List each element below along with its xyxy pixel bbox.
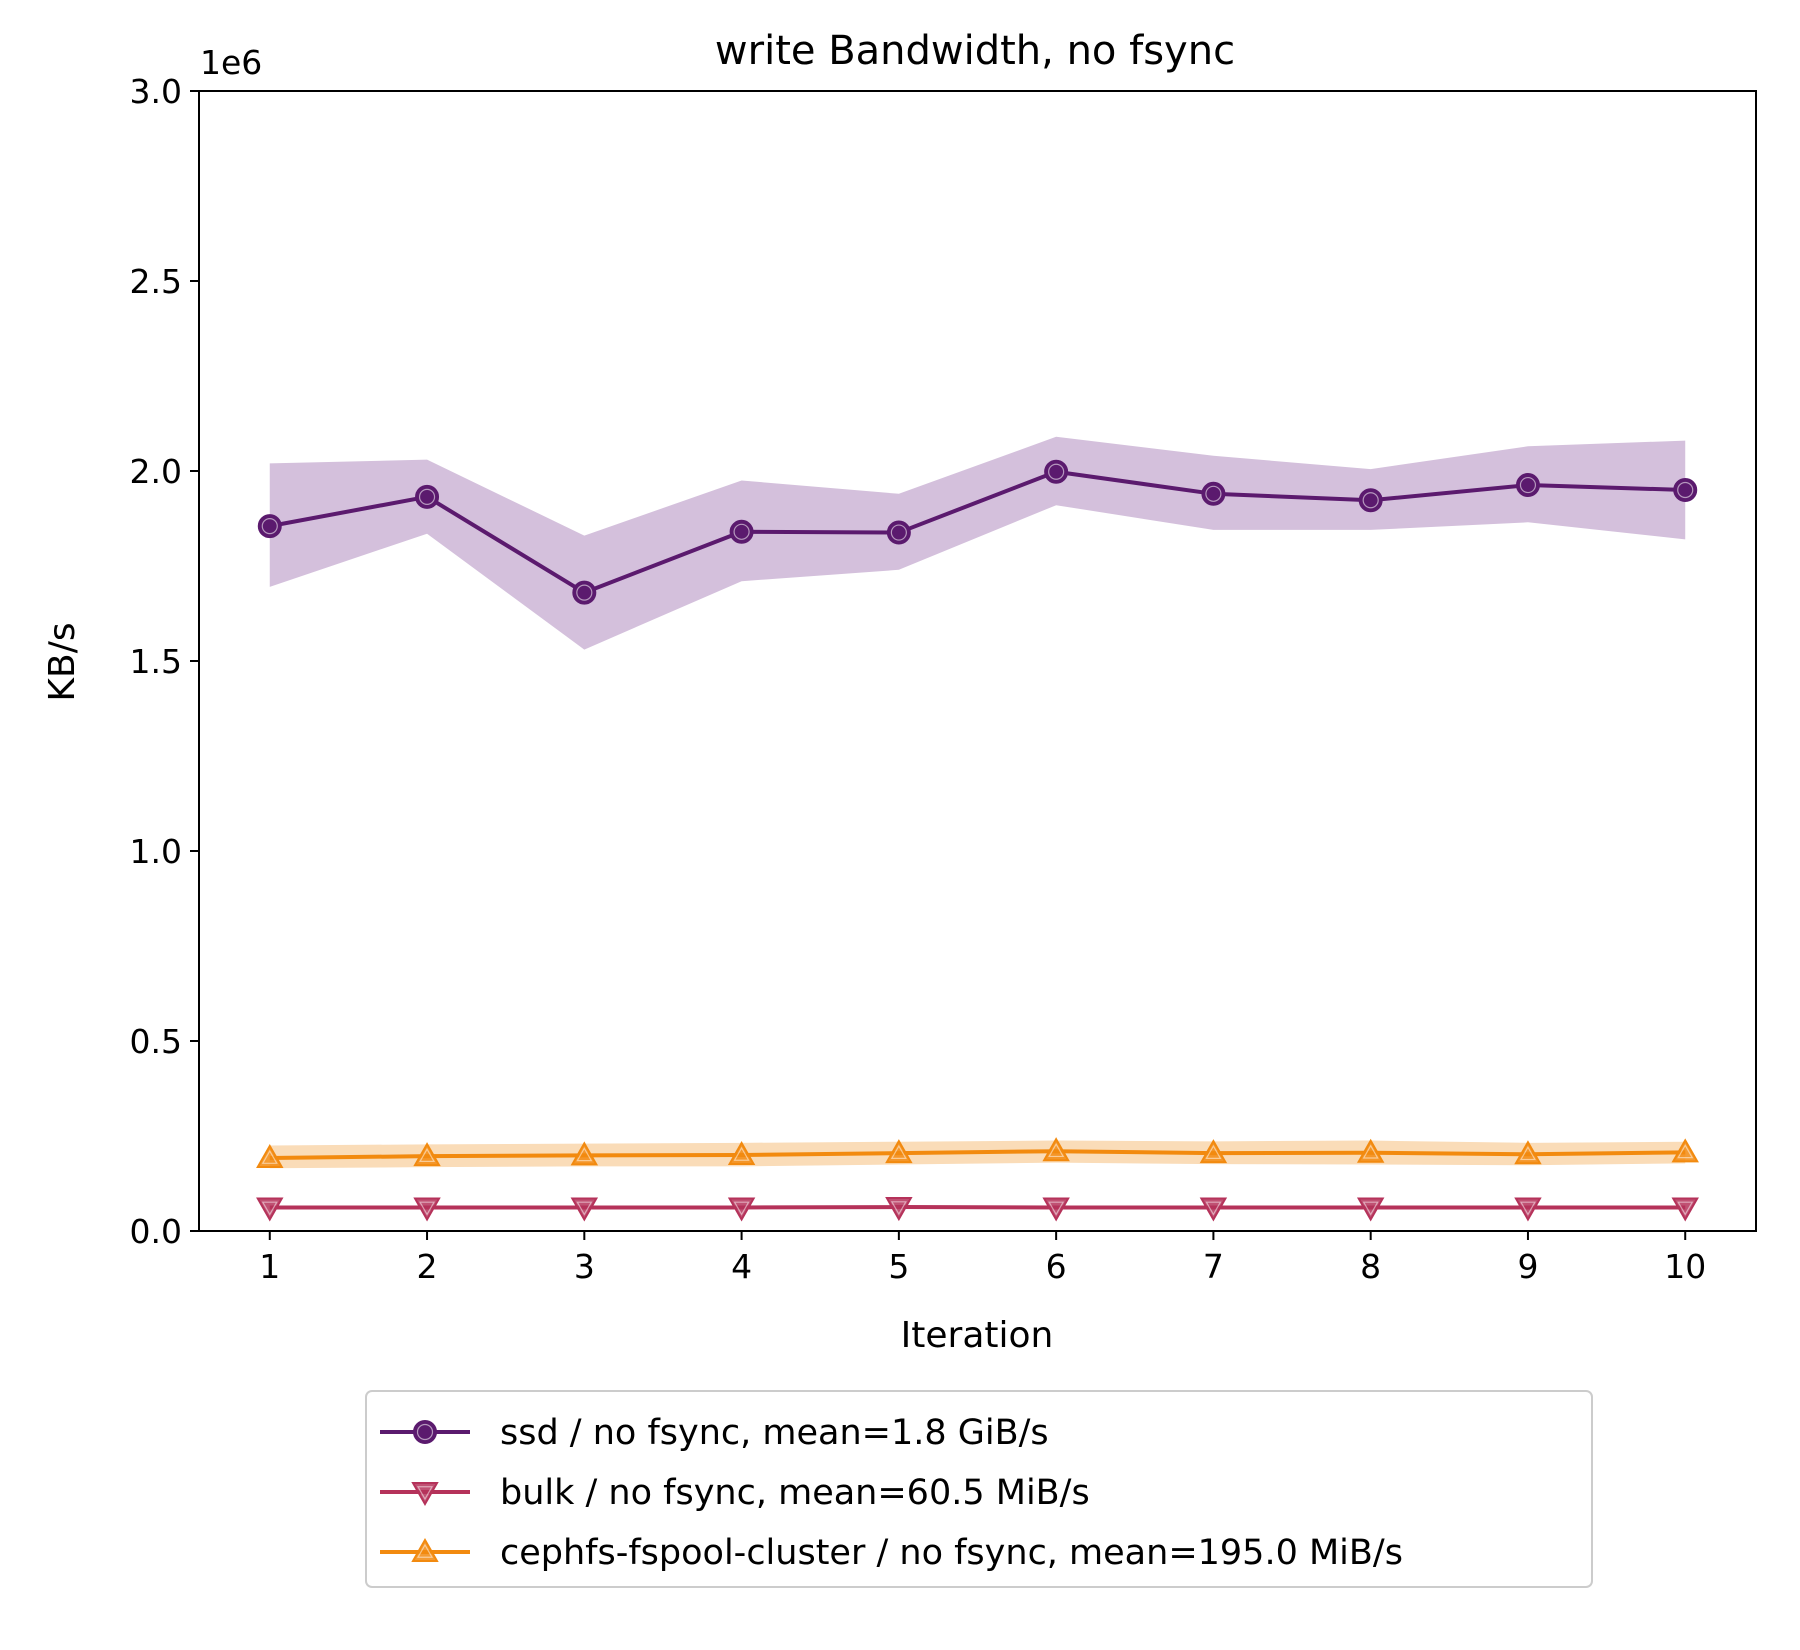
series-lines (269, 469, 1686, 1210)
legend-marker-inner (416, 1543, 434, 1558)
series-3-point-inner (576, 1147, 593, 1162)
series-2-point-inner (1048, 1201, 1065, 1216)
y-axis: 0.0 0.5 1.0 1.5 2.0 2.5 3.0 (130, 72, 199, 1251)
y-tick-label: 2.0 (130, 452, 182, 491)
x-tick-label: 9 (1517, 1247, 1538, 1286)
legend: ssd / no fsync, mean=1.8 GiB/s bulk / no … (365, 1390, 1593, 1588)
series-1-band (269, 436, 1686, 650)
series-2-point-inner (1362, 1201, 1379, 1216)
series-1-line (269, 469, 1686, 595)
series-1-point-ring (733, 523, 750, 540)
x-tick-label: 2 (417, 1247, 438, 1286)
series-1-point-ring (261, 517, 278, 535)
series-3-band (269, 1140, 1686, 1169)
series-1-point-ring (1205, 485, 1222, 502)
series-1-point-ring (576, 584, 593, 601)
legend-label: ssd / no fsync, mean=1.8 GiB/s (500, 1413, 1049, 1453)
y-axis-offset-label: 1e6 (200, 43, 262, 82)
series-2-point-inner (576, 1201, 593, 1216)
series-markers (256, 459, 1699, 1222)
series-3-line (269, 1149, 1686, 1161)
y-tick-label: 2.5 (130, 262, 182, 301)
series-3-point-inner (890, 1144, 907, 1159)
series-1-point-ring (1519, 476, 1537, 494)
legend-frame (365, 1390, 1593, 1588)
series-1-point-ring (890, 524, 907, 541)
legend-item: bulk / no fsync, mean=60.5 MiB/s (380, 1473, 1090, 1513)
x-tick-label: 10 (1664, 1247, 1706, 1286)
series-3-point-inner (733, 1146, 750, 1161)
series-1-point-ring (418, 488, 436, 505)
series-1-point-ring (1048, 463, 1065, 480)
series-3-point-inner (1205, 1144, 1222, 1159)
legend-items: ssd / no fsync, mean=1.8 GiB/s bulk / no … (380, 1413, 1403, 1573)
chart-title: write Bandwidth, no fsync (715, 28, 1235, 74)
series-2-point-inner (733, 1201, 750, 1216)
y-tick-label: 1.5 (130, 642, 182, 681)
series-3-point-inner (1048, 1142, 1065, 1158)
series-1-point-ring (1362, 492, 1379, 509)
series-2-point-inner (1677, 1201, 1694, 1216)
x-tick-label: 5 (888, 1247, 909, 1286)
series-3-point-inner (1362, 1144, 1379, 1159)
series-3-point-inner (419, 1147, 436, 1162)
x-tick-label: 8 (1360, 1247, 1381, 1286)
x-tick-label: 6 (1046, 1247, 1067, 1286)
series-2-point-inner (261, 1201, 278, 1216)
series-2-point-inner (890, 1201, 907, 1216)
x-axis: 1 2 3 4 5 6 7 8 9 10 (259, 1231, 1706, 1286)
legend-item: cephfs-fspool-cluster / no fsync, mean=1… (380, 1533, 1403, 1573)
y-tick-label: 0.5 (130, 1022, 182, 1061)
x-tick-label: 4 (731, 1247, 752, 1286)
y-tick-label: 3.0 (130, 72, 182, 111)
x-tick-label: 7 (1203, 1247, 1224, 1286)
series-3-point-inner (1519, 1146, 1536, 1161)
series-2-point-inner (419, 1201, 436, 1216)
legend-label: bulk / no fsync, mean=60.5 MiB/s (500, 1473, 1090, 1513)
y-axis-title: KB/s (42, 622, 83, 701)
y-tick-label: 0.0 (130, 1212, 182, 1251)
x-tick-label: 3 (574, 1247, 595, 1286)
legend-marker-inner (416, 1486, 434, 1501)
series-3-point-inner (1677, 1144, 1694, 1159)
legend-label: cephfs-fspool-cluster / no fsync, mean=1… (500, 1533, 1403, 1573)
legend-item: ssd / no fsync, mean=1.8 GiB/s (380, 1413, 1049, 1453)
y-tick-label: 1.0 (130, 832, 182, 871)
x-tick-label: 1 (259, 1247, 280, 1286)
x-axis-title: Iteration (901, 1315, 1054, 1356)
series-1-point-ring (1677, 481, 1694, 499)
series-3-point-inner (261, 1149, 278, 1164)
legend-marker-ring (416, 1423, 434, 1441)
series-2-point-inner (1205, 1201, 1222, 1216)
series-2-point-inner (1519, 1201, 1536, 1216)
